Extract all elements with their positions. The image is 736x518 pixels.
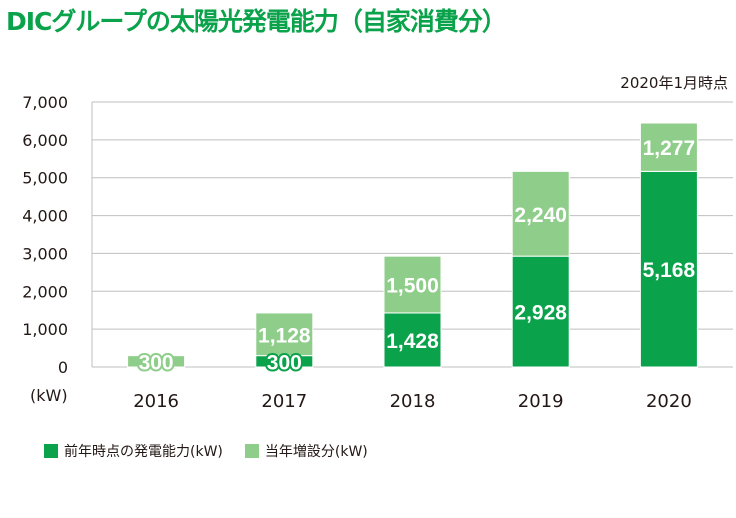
y-tick-label: 3,000 <box>22 244 68 263</box>
data-label-added-2016: 300 <box>139 351 174 374</box>
y-tick-label: 0 <box>58 358 68 377</box>
data-label-prior-2017: 300 <box>267 351 302 374</box>
y-axis-ticks: 0 1,000 2,000 3,000 4,000 5,000 6,000 7,000 <box>22 93 68 377</box>
data-labels: 300 300 1,128 1,428 1,500 2,928 2,240 5,168 1,27… <box>137 135 698 376</box>
y-tick-label: 6,000 <box>22 131 68 150</box>
data-label-added-2018: 1,500 <box>386 275 439 298</box>
bar-added-2020 <box>639 122 698 172</box>
bar-added-2016 <box>127 355 186 368</box>
legend-swatch-added <box>244 444 259 458</box>
x-axis-ticks: 2016 2017 2018 2019 2020 <box>133 391 692 412</box>
bar-added-2018 <box>383 255 442 314</box>
legend-item-added: 当年増設分(kW) <box>244 441 368 461</box>
y-axis-unit-label: (kW) <box>30 386 68 405</box>
bar-added-2019 <box>511 170 570 257</box>
legend-label-added: 当年増設分(kW) <box>264 444 368 460</box>
legend-item-prior: 前年時点の発電能力(kW) <box>44 441 223 461</box>
data-label-added-2017: 1,128 <box>258 324 311 347</box>
data-label-prior-2019: 2,928 <box>514 302 567 325</box>
y-tick-label: 5,000 <box>22 169 68 188</box>
x-tick-label-2018: 2018 <box>390 391 436 412</box>
grid-lines <box>91 101 733 368</box>
bar-prior-2019 <box>511 255 570 368</box>
legend: 前年時点の発電能力(kW) 当年増設分(kW) <box>44 441 390 461</box>
chart-title: DICグループの太陽光発電能力（自家消費分） <box>6 7 507 36</box>
legend-swatch-prior <box>44 444 58 458</box>
y-tick-label: 4,000 <box>22 207 68 226</box>
data-label-added-2019: 2,240 <box>514 204 567 227</box>
y-tick-label: 2,000 <box>22 282 68 301</box>
legend-label-prior: 前年時点の発電能力(kW) <box>64 444 223 460</box>
data-label-prior-2018: 1,428 <box>386 330 439 353</box>
x-tick-label-2016: 2016 <box>133 391 179 412</box>
y-tick-label: 7,000 <box>22 93 68 112</box>
date-note: 2020年1月時点 <box>620 74 728 92</box>
bar-added-2017 <box>255 312 314 357</box>
y-tick-label: 1,000 <box>22 320 68 339</box>
x-tick-label-2020: 2020 <box>646 391 692 412</box>
bars <box>127 122 698 368</box>
x-tick-label-2017: 2017 <box>261 391 307 412</box>
data-label-prior-2020: 5,168 <box>643 259 696 282</box>
x-tick-label-2019: 2019 <box>518 391 564 412</box>
data-label-added-2020: 1,277 <box>643 137 696 160</box>
